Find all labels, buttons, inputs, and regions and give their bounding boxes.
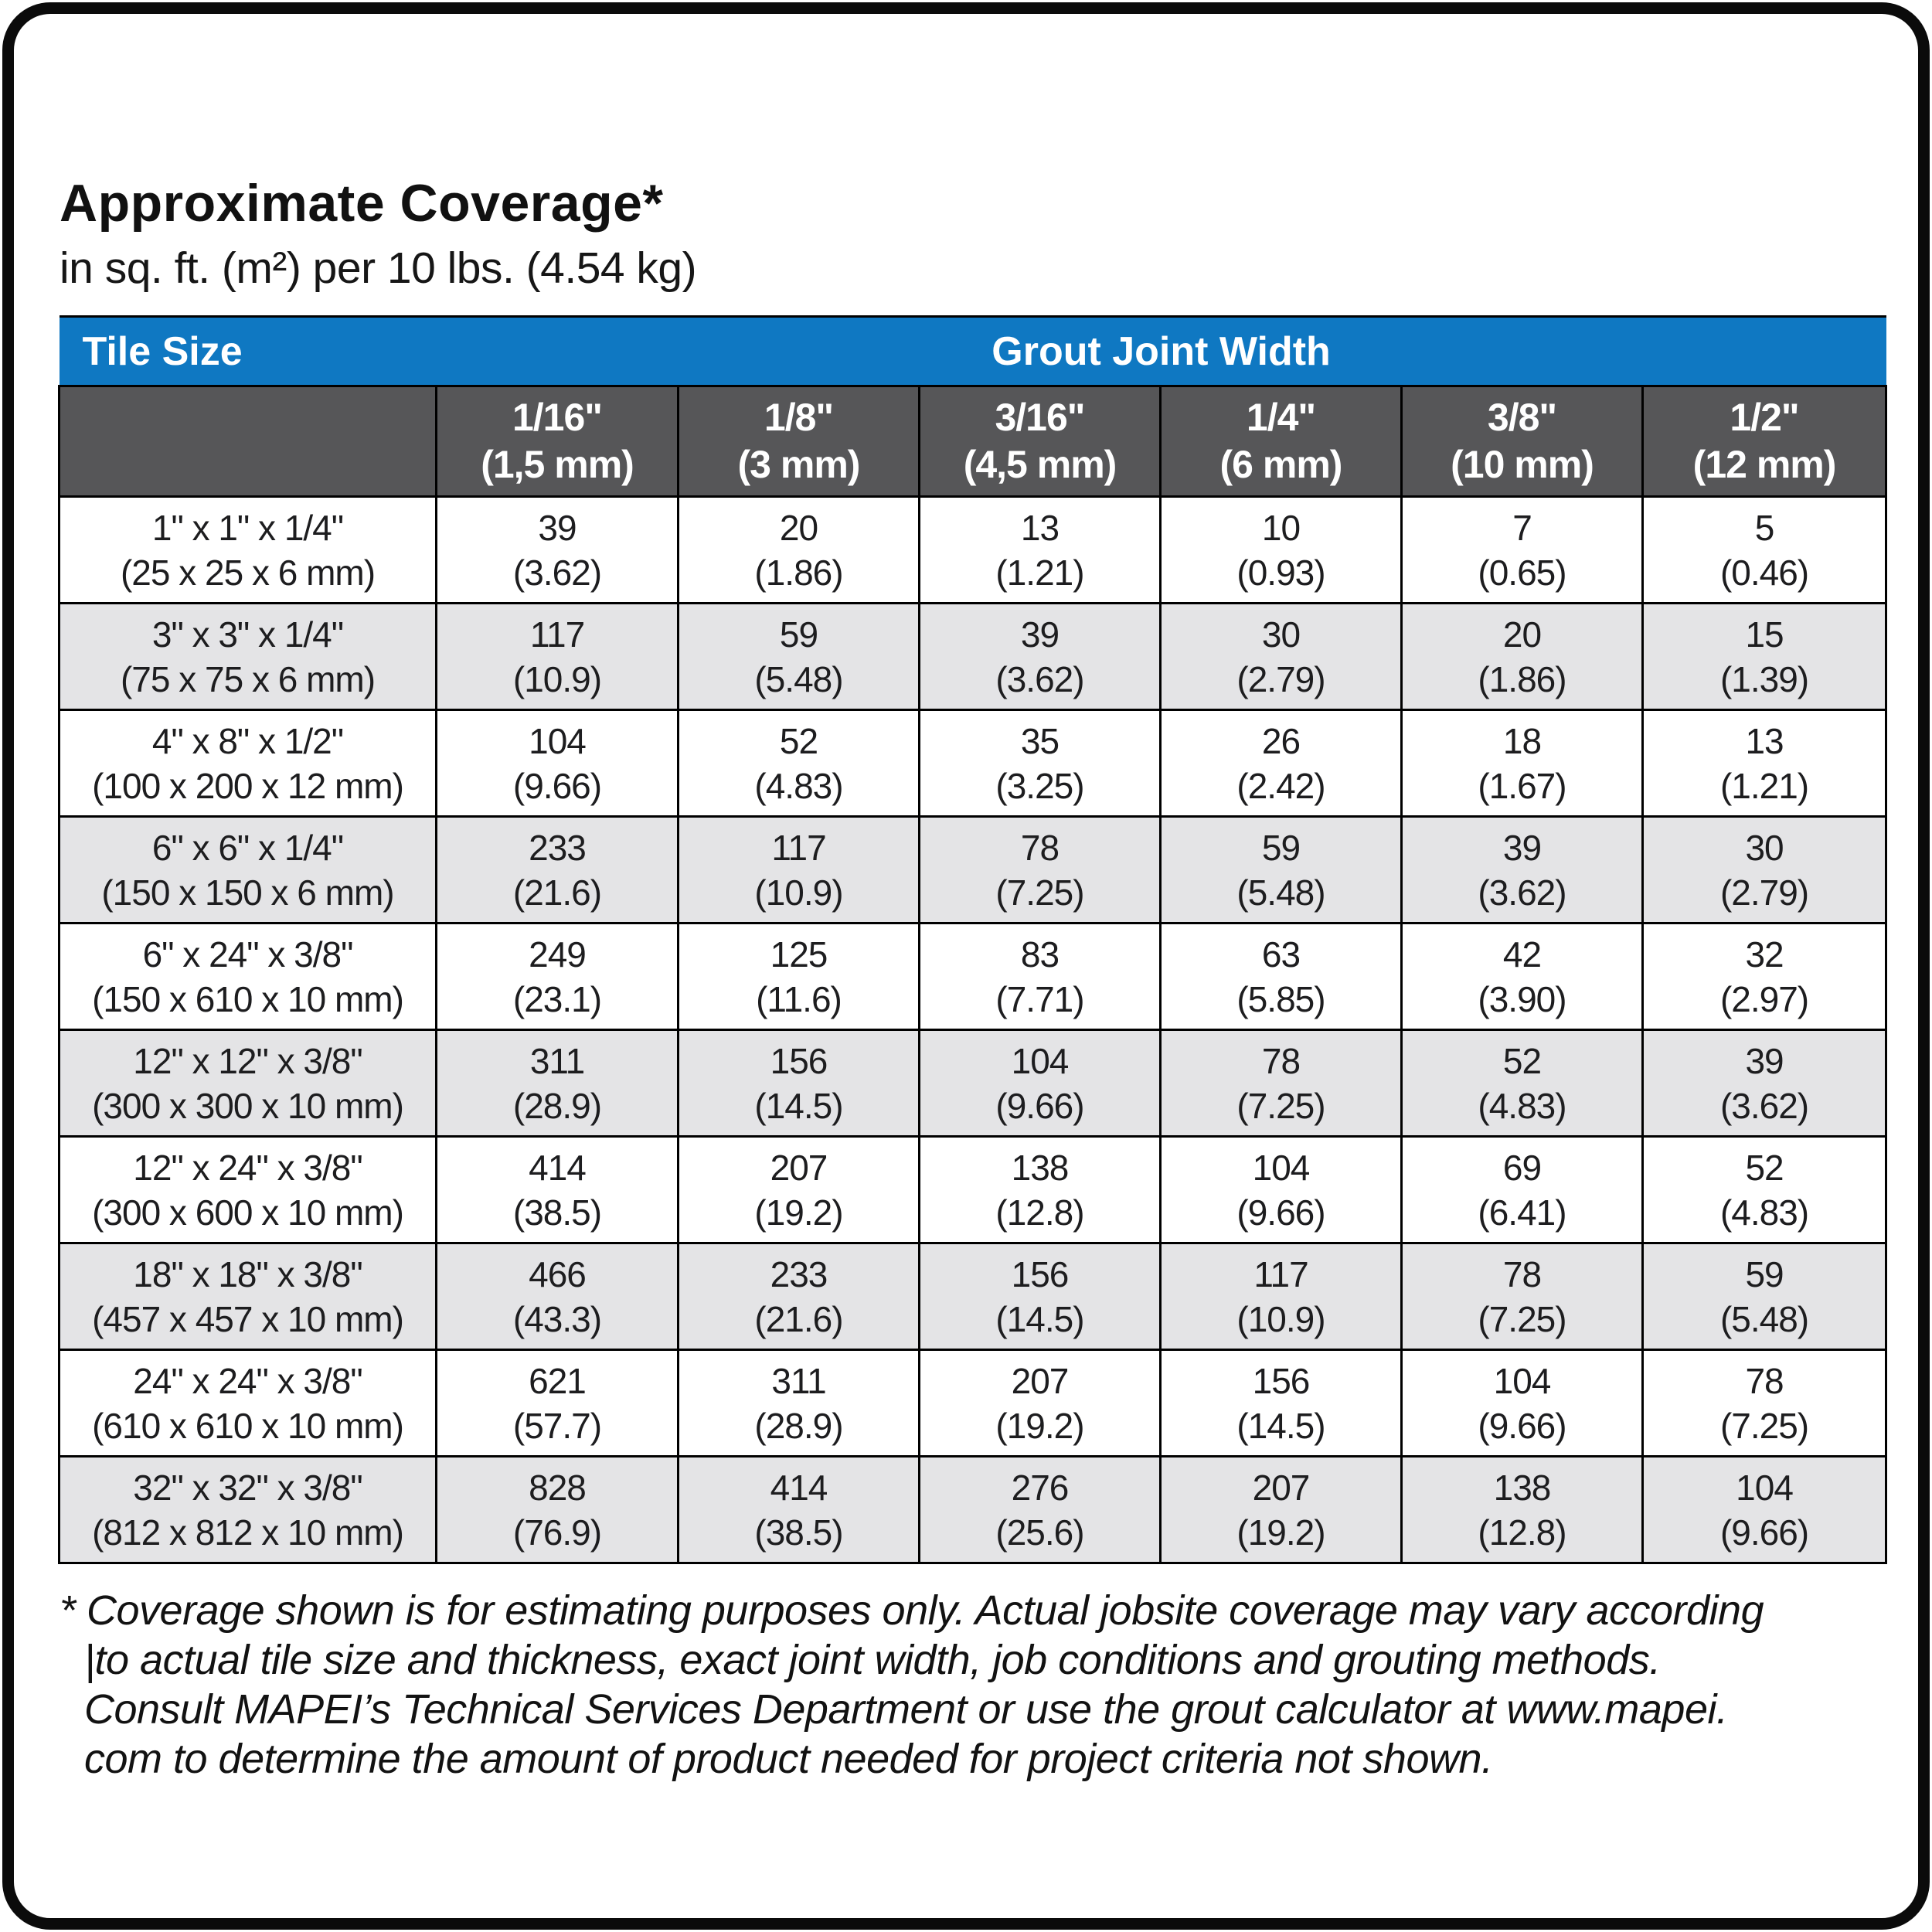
table-row: 4" x 8" x 1/2" (100 x 200 x 12 mm) 104 (9.… [58, 709, 1888, 818]
coverage-cell: 26 (2.42) [1159, 709, 1403, 818]
coverage-cell: 621 (57.7) [435, 1349, 679, 1458]
coverage-cell: 104 (9.66) [1159, 1135, 1403, 1244]
coverage-cell: 7 (0.65) [1400, 495, 1644, 604]
coverage-cell: 117 (10.9) [1159, 1242, 1403, 1351]
table-header-row-blue: Tile Size Grout Joint Width [59, 315, 1886, 387]
coverage-cell: 78 (7.25) [1400, 1242, 1644, 1351]
coverage-cell: 233 (21.6) [435, 815, 679, 924]
coverage-cell: 828 (76.9) [435, 1455, 679, 1564]
coverage-cell: 32 (2.97) [1641, 922, 1888, 1031]
tile-size-header: Tile Size [59, 315, 437, 387]
coverage-cell: 125 (11.6) [677, 922, 920, 1031]
coverage-cell: 311 (28.9) [677, 1349, 920, 1458]
table-row: 1" x 1" x 1/4" (25 x 25 x 6 mm) 39 (3.62) … [58, 495, 1888, 604]
table-row: 12" x 24" x 3/8" (300 x 600 x 10 mm) 414(… [58, 1135, 1888, 1244]
footnote-line: * Coverage shown is for estimating purpo… [60, 1587, 1764, 1634]
footnote-line: Consult MAPEI’s Technical Services Depar… [84, 1686, 1728, 1733]
coverage-cell: 104 (9.66) [435, 709, 679, 818]
coverage-cell: 104 (9.66) [1400, 1349, 1644, 1458]
tile-size-cell: 6" x 6" x 1/4" (150 x 150 x 6 mm) [58, 815, 437, 924]
coverage-cell: 78 (7.25) [918, 815, 1162, 924]
tile-size-cell: 12" x 12" x 3/8" (300 x 300 x 10 mm) [58, 1029, 437, 1138]
coverage-cell: 207 (19.2) [918, 1349, 1162, 1458]
coverage-cell: 20 (1.86) [1400, 602, 1644, 711]
coverage-cell: 10 (0.93) [1159, 495, 1403, 604]
coverage-cell: 59 (5.48) [1641, 1242, 1888, 1351]
column-header: 1/2" (12 mm) [1641, 385, 1888, 498]
coverage-cell: 311 (28.9) [435, 1029, 679, 1138]
coverage-cell: 20 (1.86) [677, 495, 920, 604]
tile-size-cell: 32" x 32" x 3/8" (812 x 812 x 10 mm) [58, 1455, 437, 1564]
coverage-cell: 249 (23.1) [435, 922, 679, 1031]
coverage-cell: 104 (9.66) [1641, 1455, 1888, 1564]
coverage-cell: 156 (14.5) [677, 1029, 920, 1138]
empty-header-cell [58, 385, 437, 498]
table-row: 6" x 6" x 1/4" (150 x 150 x 6 mm) 233 (21.… [58, 815, 1888, 924]
grout-joint-width-header: Grout Joint Width [436, 315, 1886, 387]
coverage-table: Tile Size Grout Joint Width 1/16" (1,5 mm… [58, 315, 1888, 1564]
tile-size-cell: 1" x 1" x 1/4" (25 x 25 x 6 mm) [58, 495, 437, 604]
table-row: 6" x 24" x 3/8" (150 x 610 x 10 mm) 249 (2… [58, 922, 1888, 1031]
table-row: 24" x 24" x 3/8" (610 x 610 x 10 mm) 621(… [58, 1349, 1888, 1458]
coverage-cell: 39 (3.62) [435, 495, 679, 604]
page-subtitle: in sq. ft. (m²) per 10 lbs. (4.54 kg) [60, 243, 697, 293]
coverage-cell: 52 (4.83) [1400, 1029, 1644, 1138]
coverage-cell: 15 (1.39) [1641, 602, 1888, 711]
footnote-line: com to determine the amount of product n… [84, 1736, 1493, 1782]
column-header: 1/8" (3 mm) [677, 385, 920, 498]
column-header: 3/16" (4,5 mm) [918, 385, 1162, 498]
coverage-cell: 117 (10.9) [677, 815, 920, 924]
coverage-cell: 156 (14.5) [1159, 1349, 1403, 1458]
coverage-cell: 414 (38.5) [677, 1455, 920, 1564]
table-row: 12" x 12" x 3/8" (300 x 300 x 10 mm) 311(… [58, 1029, 1888, 1138]
footnote-line: |to actual tile size and thickness, exac… [84, 1637, 1661, 1683]
coverage-cell: 233 (21.6) [677, 1242, 920, 1351]
table-row: 18" x 18" x 3/8" (457 x 457 x 10 mm) 466(… [58, 1242, 1888, 1351]
coverage-cell: 138 (12.8) [1400, 1455, 1644, 1564]
table-row: 3" x 3" x 1/4" (75 x 75 x 6 mm) 117 (10.9)… [58, 602, 1888, 711]
coverage-cell: 207 (19.2) [677, 1135, 920, 1244]
table-row: 32" x 32" x 3/8" (812 x 812 x 10 mm) 828(… [58, 1455, 1888, 1564]
column-header: 1/4" (6 mm) [1159, 385, 1403, 498]
tile-size-cell: 4" x 8" x 1/2" (100 x 200 x 12 mm) [58, 709, 437, 818]
coverage-cell: 30 (2.79) [1641, 815, 1888, 924]
coverage-cell: 39 (3.62) [1641, 1029, 1888, 1138]
coverage-cell: 78 (7.25) [1641, 1349, 1888, 1458]
coverage-cell: 18 (1.67) [1400, 709, 1644, 818]
coverage-cell: 30 (2.79) [1159, 602, 1403, 711]
column-header: 1/16" (1,5 mm) [435, 385, 679, 498]
column-header: 3/8" (10 mm) [1400, 385, 1644, 498]
coverage-cell: 156 (14.5) [918, 1242, 1162, 1351]
tile-size-cell: 18" x 18" x 3/8" (457 x 457 x 10 mm) [58, 1242, 437, 1351]
coverage-cell: 117 (10.9) [435, 602, 679, 711]
coverage-cell: 78 (7.25) [1159, 1029, 1403, 1138]
coverage-cell: 466 (43.3) [435, 1242, 679, 1351]
coverage-cell: 52 (4.83) [677, 709, 920, 818]
coverage-cell: 59 (5.48) [1159, 815, 1403, 924]
coverage-cell: 63 (5.85) [1159, 922, 1403, 1031]
coverage-cell: 414 (38.5) [435, 1135, 679, 1244]
coverage-cell: 13 (1.21) [1641, 709, 1888, 818]
coverage-cell: 138 (12.8) [918, 1135, 1162, 1244]
coverage-footnote: * Coverage shown is for estimating purpo… [60, 1586, 1886, 1784]
coverage-cell: 83 (7.71) [918, 922, 1162, 1031]
tile-size-cell: 24" x 24" x 3/8" (610 x 610 x 10 mm) [58, 1349, 437, 1458]
coverage-cell: 39 (3.62) [918, 602, 1162, 711]
coverage-cell: 59 (5.48) [677, 602, 920, 711]
coverage-cell: 39 (3.62) [1400, 815, 1644, 924]
tile-size-cell: 12" x 24" x 3/8" (300 x 600 x 10 mm) [58, 1135, 437, 1244]
coverage-cell: 104 (9.66) [918, 1029, 1162, 1138]
tile-size-cell: 6" x 24" x 3/8" (150 x 610 x 10 mm) [58, 922, 437, 1031]
table-header-row-widths: 1/16" (1,5 mm) 1/8" (3 mm) 3/16" (4,5 mm) 1… [58, 385, 1888, 498]
coverage-cell: 69 (6.41) [1400, 1135, 1644, 1244]
coverage-cell: 207 (19.2) [1159, 1455, 1403, 1564]
coverage-cell: 42 (3.90) [1400, 922, 1644, 1031]
coverage-cell: 35 (3.25) [918, 709, 1162, 818]
coverage-cell: 276 (25.6) [918, 1455, 1162, 1564]
page-title: Approximate Coverage* [60, 174, 664, 233]
coverage-cell: 5 (0.46) [1641, 495, 1888, 604]
coverage-cell: 52 (4.83) [1641, 1135, 1888, 1244]
tile-size-cell: 3" x 3" x 1/4" (75 x 75 x 6 mm) [58, 602, 437, 711]
coverage-cell: 13 (1.21) [918, 495, 1162, 604]
